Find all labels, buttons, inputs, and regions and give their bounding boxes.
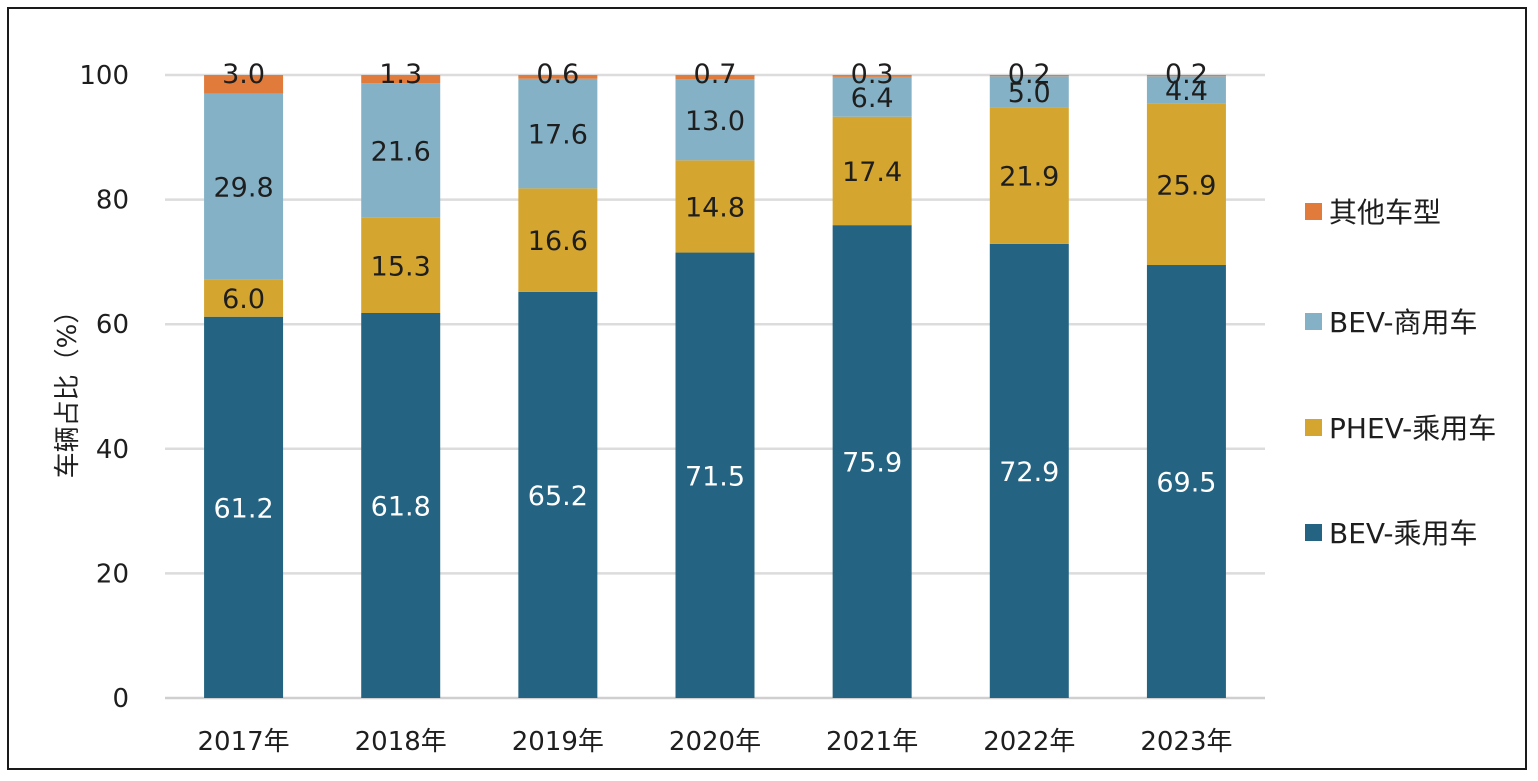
x-axis-ticks: 2017年 2018年 2019年 2020年 2021年 2022年 2023年 bbox=[197, 727, 1232, 757]
bar-segment bbox=[361, 75, 441, 84]
data-label: 72.9 bbox=[999, 457, 1059, 488]
y-tick-label: 100 bbox=[79, 61, 129, 91]
legend-label: PHEV-乘用车 bbox=[1329, 412, 1496, 445]
bar-segment bbox=[204, 316, 284, 698]
y-axis-ticks: 0 20 40 60 80 100 bbox=[79, 61, 129, 714]
legend-swatch bbox=[1305, 203, 1322, 220]
data-label: 65.2 bbox=[528, 481, 588, 512]
bar-segment bbox=[518, 78, 598, 189]
x-tick-label: 2023年 bbox=[1140, 727, 1232, 757]
bar-segment bbox=[989, 107, 1069, 244]
bar-segment bbox=[204, 93, 284, 280]
bar-segment bbox=[832, 76, 912, 117]
data-label: 0.7 bbox=[694, 59, 737, 90]
legend-swatch bbox=[1305, 313, 1322, 330]
data-label: 25.9 bbox=[1156, 170, 1216, 201]
data-label: 0.6 bbox=[536, 59, 579, 90]
data-label: 15.3 bbox=[371, 251, 431, 282]
x-tick-label: 2018年 bbox=[355, 727, 447, 757]
bar-segment bbox=[518, 291, 598, 698]
legend: 其他车型 BEV-商用车 PHEV-乘用车 BEV-乘用车 bbox=[1305, 196, 1496, 550]
legend-label: BEV-商用车 bbox=[1329, 306, 1478, 339]
x-tick-label: 2020年 bbox=[669, 727, 761, 757]
data-label: 21.6 bbox=[371, 136, 431, 167]
data-label: 6.4 bbox=[851, 83, 894, 114]
data-label: 17.4 bbox=[842, 157, 902, 188]
bar-segment bbox=[675, 79, 755, 161]
data-label: 1.3 bbox=[379, 59, 422, 90]
bar-segment bbox=[989, 75, 1069, 77]
bar-segment bbox=[989, 243, 1069, 698]
x-tick-label: 2021年 bbox=[826, 727, 918, 757]
bar-segment bbox=[1146, 76, 1226, 104]
data-label: 69.5 bbox=[1156, 468, 1216, 499]
data-label: 13.0 bbox=[685, 106, 745, 137]
bar-segment bbox=[675, 252, 755, 698]
data-label: 5.0 bbox=[1008, 78, 1051, 109]
bars bbox=[204, 75, 1226, 698]
data-label: 75.9 bbox=[842, 448, 902, 479]
data-label: 71.5 bbox=[685, 461, 745, 492]
y-tick-label: 20 bbox=[96, 559, 129, 589]
legend-label: BEV-乘用车 bbox=[1329, 517, 1478, 550]
bar-segment bbox=[989, 76, 1069, 108]
bar-segment bbox=[675, 160, 755, 253]
data-label: 6.0 bbox=[222, 284, 265, 315]
legend-swatch bbox=[1305, 419, 1322, 436]
bar-segment bbox=[518, 75, 598, 79]
data-label: 61.8 bbox=[371, 491, 431, 522]
bar-segment bbox=[204, 279, 284, 317]
y-tick-label: 60 bbox=[96, 310, 129, 340]
bar-segment bbox=[832, 116, 912, 226]
legend-label: 其他车型 bbox=[1329, 196, 1441, 229]
bar-segment bbox=[204, 75, 284, 94]
y-tick-label: 80 bbox=[96, 186, 129, 216]
x-tick-label: 2022年 bbox=[983, 727, 1075, 757]
x-tick-label: 2019年 bbox=[512, 727, 604, 757]
data-label: 21.9 bbox=[999, 162, 1059, 193]
legend-swatch bbox=[1305, 524, 1322, 541]
y-tick-label: 40 bbox=[96, 435, 129, 465]
data-labels: 61.2 6.0 29.8 3.0 61.8 15.3 21.6 1.3 65.2 16.6 17.… bbox=[214, 59, 1217, 524]
y-axis-title: 车辆占比（%） bbox=[53, 298, 83, 479]
bar-segment bbox=[518, 188, 598, 292]
bar-segment bbox=[832, 225, 912, 698]
data-label: 16.6 bbox=[528, 226, 588, 257]
bar-segment bbox=[1146, 103, 1226, 266]
data-label: 0.3 bbox=[851, 59, 894, 90]
data-label: 29.8 bbox=[214, 173, 274, 204]
data-label: 14.8 bbox=[685, 192, 745, 223]
bar-segment bbox=[832, 75, 912, 77]
data-label: 0.2 bbox=[1165, 59, 1208, 90]
bar-segment bbox=[1146, 75, 1226, 77]
bar-segment bbox=[361, 83, 441, 218]
data-label: 17.6 bbox=[528, 120, 588, 151]
bar-segment bbox=[675, 75, 755, 80]
bar-segment bbox=[1146, 265, 1226, 698]
x-tick-label: 2017年 bbox=[197, 727, 289, 757]
data-label: 61.2 bbox=[214, 493, 274, 524]
y-tick-label: 0 bbox=[112, 684, 129, 714]
bar-segment bbox=[361, 217, 441, 313]
data-label: 0.2 bbox=[1008, 59, 1051, 90]
bar-segment bbox=[361, 312, 441, 698]
data-label: 3.0 bbox=[222, 59, 265, 90]
data-label: 4.4 bbox=[1165, 76, 1208, 107]
